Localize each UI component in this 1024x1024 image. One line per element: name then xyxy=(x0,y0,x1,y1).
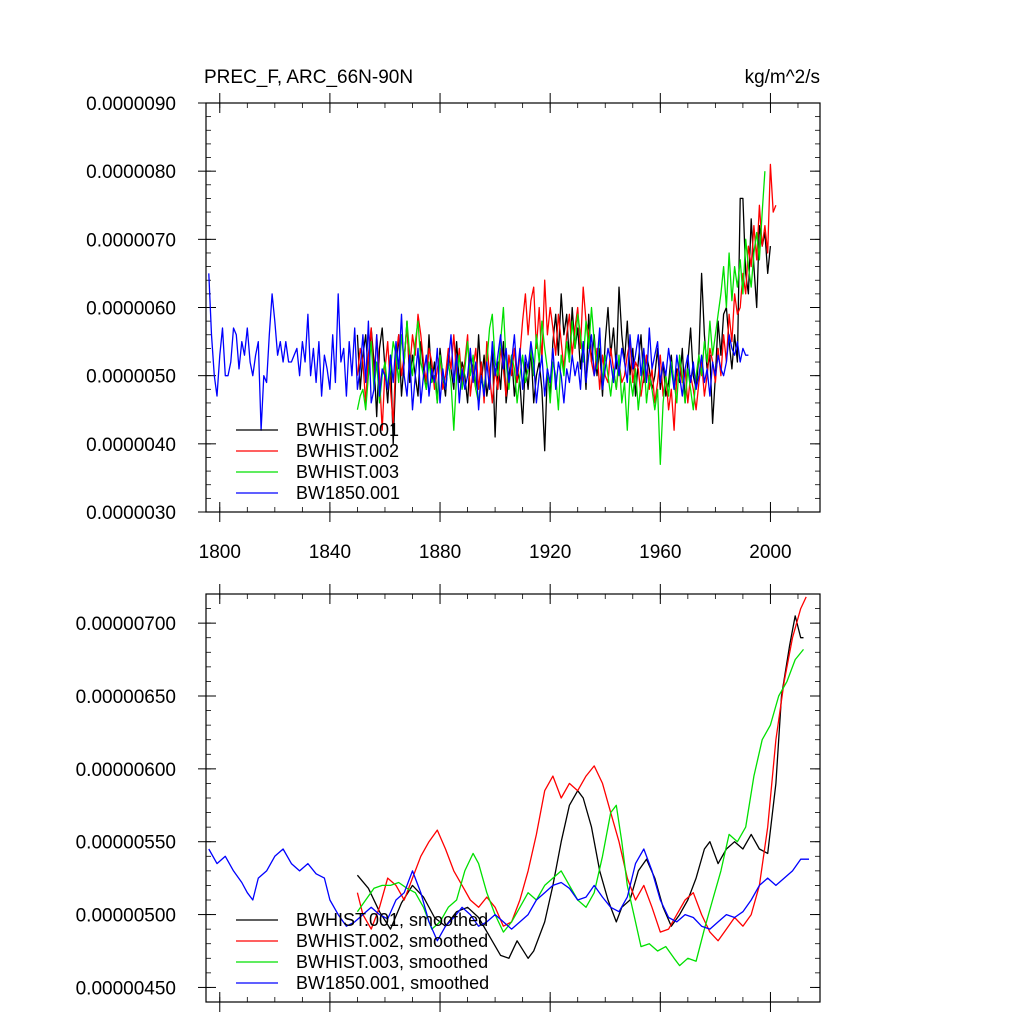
series-line-bwhist-003 xyxy=(356,171,766,465)
series-line-bw1850-001 xyxy=(208,273,749,431)
legend-label-bwhist-001: BWHIST.001 xyxy=(296,420,399,440)
y-tick-label: 0.00000550 xyxy=(76,833,176,854)
legend-label-bwhist-002: BWHIST.002 xyxy=(296,441,399,461)
y-tick-label: 0.0000070 xyxy=(86,230,176,251)
chart-units: kg/m^2/s xyxy=(745,67,820,88)
x-tick-label: 1920 xyxy=(529,542,571,563)
y-tick-label: 0.0000040 xyxy=(86,435,176,456)
legend-label-bwhist-002-smoothed: BWHIST.002, smoothed xyxy=(296,931,488,951)
x-tick-label: 1880 xyxy=(419,542,461,563)
bottom-panel-smoothed-series: 0.00000450 0.00000500 0.00000550 0.00000600… xyxy=(76,584,821,1012)
y-tick-label: 0.0000060 xyxy=(86,299,176,320)
series-line-bw1850-001-smoothed xyxy=(208,848,809,942)
legend-label-bwhist-001-smoothed: BWHIST.001, smoothed xyxy=(296,910,488,930)
series-line-bwhist-003-smoothed xyxy=(356,648,805,967)
series-group xyxy=(208,596,809,967)
y-tick-label: 0.00000650 xyxy=(76,687,176,708)
x-tick-label: 1840 xyxy=(309,542,351,563)
x-tick-label: 1800 xyxy=(199,542,241,563)
series-line-bwhist-001-smoothed xyxy=(356,615,804,959)
x-tick-label: 1960 xyxy=(639,542,681,563)
y-tick-label: 0.00000450 xyxy=(76,978,176,999)
x-tick-label: 2000 xyxy=(749,542,791,563)
y-tick-label: 0.0000080 xyxy=(86,162,176,183)
y-tick-label: 0.0000030 xyxy=(86,503,176,524)
legend-label-bw1850-001-smoothed: BW1850.001, smoothed xyxy=(296,973,489,993)
y-tick-label: 0.0000050 xyxy=(86,367,176,388)
legend-label-bw1850-001: BW1850.001 xyxy=(296,483,400,503)
y-tick-label: 0.00000700 xyxy=(76,614,176,635)
chart-title: PREC_F, ARC_66N-90N xyxy=(204,67,413,88)
legend-label-bwhist-003-smoothed: BWHIST.003, smoothed xyxy=(296,952,488,972)
top-panel-raw-series: PREC_F, ARC_66N-90N kg/m^2/s 0.0000030 0.00… xyxy=(86,67,821,563)
series-group xyxy=(208,163,777,465)
y-tick-label: 0.0000090 xyxy=(86,94,176,115)
legend-label-bwhist-003: BWHIST.003 xyxy=(296,462,399,482)
y-tick-label: 0.00000600 xyxy=(76,760,176,781)
y-tick-label: 0.00000500 xyxy=(76,906,176,927)
series-line-bwhist-002-smoothed xyxy=(356,596,807,942)
